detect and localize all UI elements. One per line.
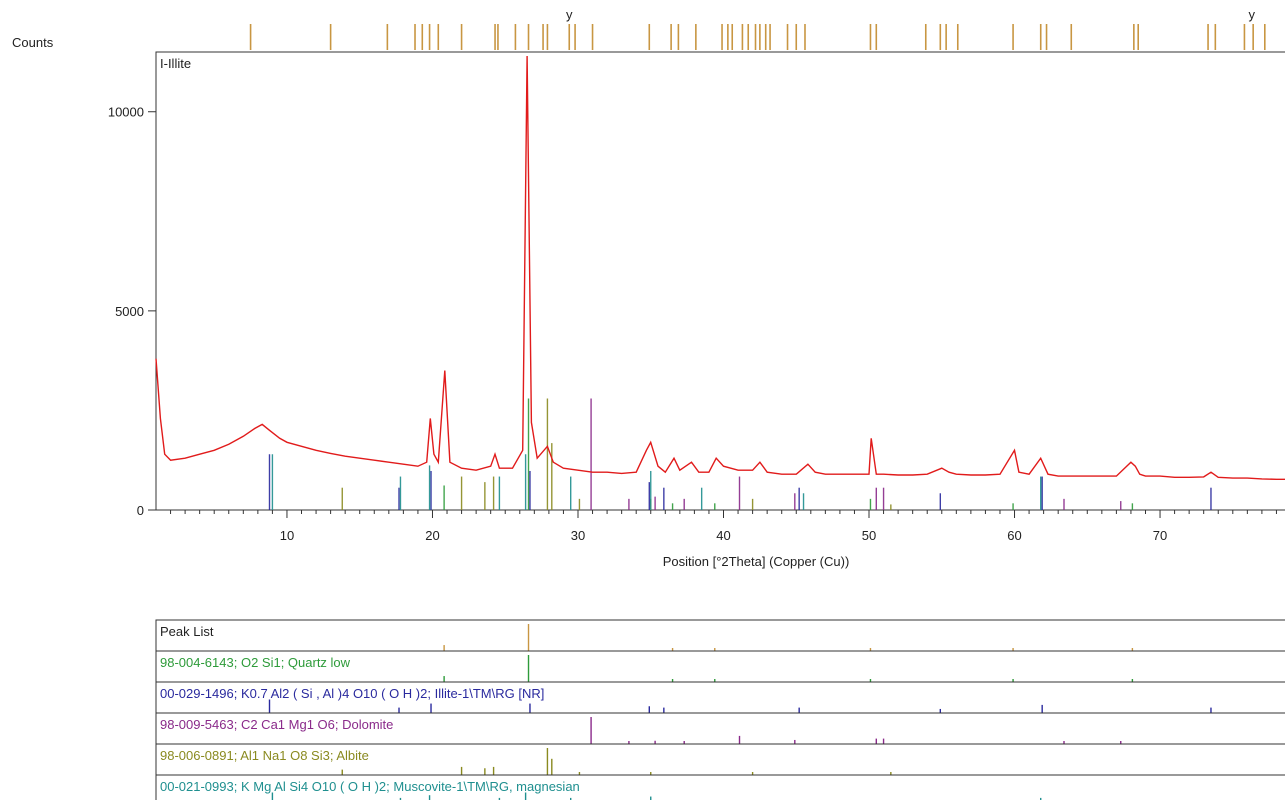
reference-sticks bbox=[268, 398, 1212, 510]
reference-panel-label: 98-009-5463; C2 Ca1 Mg1 O6; Dolomite bbox=[160, 717, 393, 732]
x-tick-label: 20 bbox=[425, 528, 439, 543]
x-tick-label: 10 bbox=[280, 528, 294, 543]
x-axis: 10 20 30 40 50 60 70 bbox=[170, 510, 1277, 543]
marker-label: y bbox=[566, 7, 573, 22]
reference-panel-label: Peak List bbox=[160, 624, 214, 639]
y-tick-label: 5000 bbox=[115, 304, 144, 319]
reference-panel-label: 98-004-6143; O2 Si1; Quartz low bbox=[160, 655, 351, 670]
reference-panels: Peak List 98-004-6143; O2 Si1; Quartz low… bbox=[155, 619, 1285, 800]
reference-panel bbox=[155, 743, 1285, 776]
reference-panel bbox=[155, 774, 1285, 800]
x-tick-label: 50 bbox=[862, 528, 876, 543]
y-axis-label: Counts bbox=[12, 35, 54, 50]
reference-panel-label: 00-021-0993; K Mg Al Si4 O10 ( O H )2; M… bbox=[160, 779, 580, 794]
x-tick-label: 40 bbox=[716, 528, 730, 543]
reference-panel bbox=[155, 712, 1285, 745]
y-axis: 0 5000 10000 bbox=[108, 105, 156, 518]
reference-panel bbox=[155, 650, 1285, 683]
reference-panel bbox=[155, 619, 1285, 652]
x-axis-label: Position [°2Theta] (Copper (Cu)) bbox=[663, 554, 850, 569]
x-tick-label: 60 bbox=[1007, 528, 1021, 543]
y-tick-label: 0 bbox=[137, 503, 144, 518]
reference-panel-label: 00-029-1496; K0.7 Al2 ( Si , Al )4 O10 (… bbox=[160, 686, 544, 701]
marker-label: y bbox=[1248, 7, 1255, 22]
y-tick-label: 10000 bbox=[108, 105, 144, 120]
x-tick-label: 30 bbox=[571, 528, 585, 543]
plot-frame bbox=[155, 51, 1285, 511]
x-tick-label: 70 bbox=[1153, 528, 1167, 543]
xrd-pattern-line bbox=[155, 55, 1285, 480]
reference-panel-label: 98-006-0891; Al1 Na1 O8 Si3; Albite bbox=[160, 748, 369, 763]
pattern-label: I-Illite bbox=[160, 56, 191, 71]
